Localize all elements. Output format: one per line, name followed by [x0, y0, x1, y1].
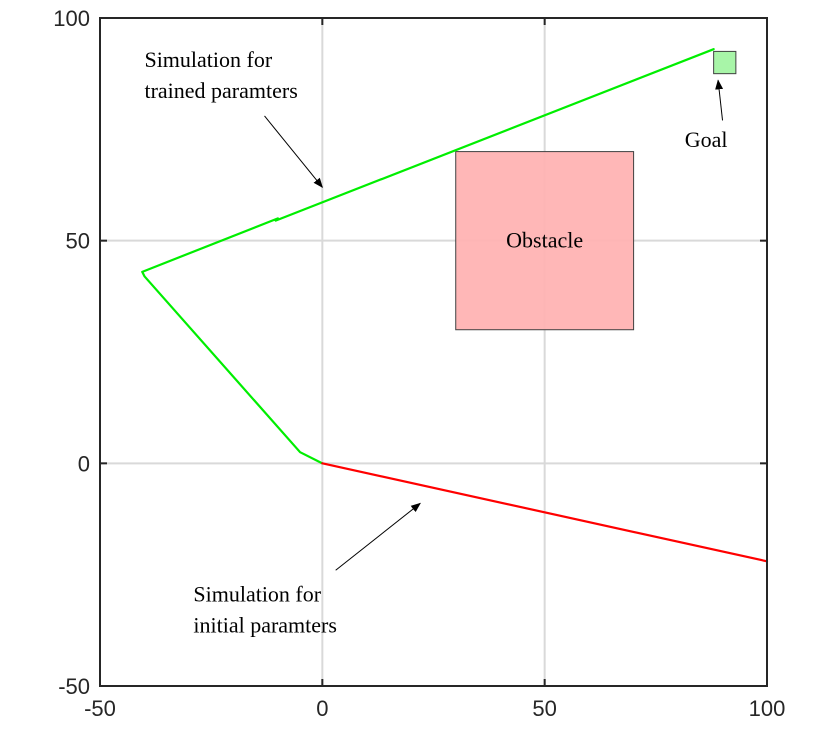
plot-frame: [99, 17, 768, 687]
annotation-arrow-0: [264, 115, 323, 189]
shapes: Obstacle: [455, 50, 737, 331]
obstacle-label: Obstacle: [506, 228, 583, 253]
grid-lines: [100, 18, 767, 686]
series-line-0: [141, 48, 715, 465]
series-line-1: [321, 462, 769, 563]
annotation-line: Goal: [685, 127, 728, 152]
x-tick-label: -50: [84, 696, 116, 721]
annotation-text-1: Simulation for initial paramters: [193, 581, 337, 637]
annotation-line: trained paramters: [144, 78, 297, 103]
axis-ticks: -50 0 50 100 -50 0 50 100: [53, 6, 785, 721]
obstacle-rect: [455, 151, 635, 331]
y-tick-label: 100: [53, 6, 90, 31]
annotation-line: initial paramters: [193, 612, 337, 637]
annotation-arrow-1: [335, 502, 421, 571]
y-tick-label: 0: [78, 451, 90, 476]
x-tick-label: 50: [532, 696, 556, 721]
y-tick-label: 50: [66, 229, 90, 254]
annotation-line: Simulation for: [144, 47, 272, 72]
annotation-arrow-2: [715, 79, 724, 121]
annotation-text-2: Goal: [685, 127, 728, 152]
series-lines: [141, 48, 769, 563]
annotation-line: Simulation for: [193, 581, 321, 606]
y-tick-label: -50: [58, 674, 90, 699]
goal-square: [713, 50, 737, 75]
annotations: Simulation for trained paramtersSimulatio…: [144, 47, 727, 637]
annotation-text-0: Simulation for trained paramters: [144, 47, 297, 103]
x-tick-label: 0: [316, 696, 328, 721]
x-tick-label: 100: [749, 696, 786, 721]
